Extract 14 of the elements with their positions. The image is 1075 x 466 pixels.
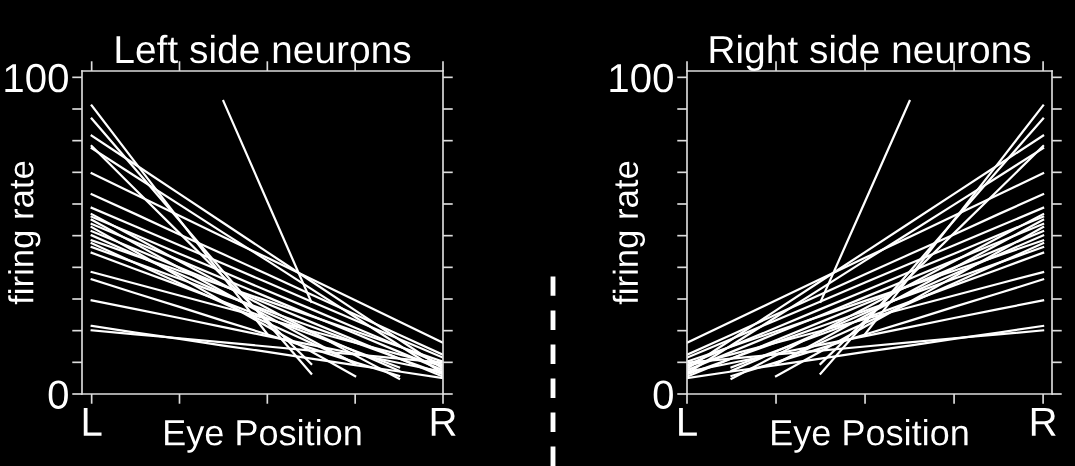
chart-title: Right side neurons bbox=[710, 34, 1031, 71]
x-tick-label: L bbox=[679, 407, 697, 436]
x-tick-label: R bbox=[431, 407, 456, 436]
chart-title: Left side neurons bbox=[116, 34, 411, 64]
y-tick-label: 0 bbox=[48, 380, 68, 409]
y-tick-label: 100 bbox=[610, 63, 673, 93]
y-axis-title: firing rate bbox=[8, 161, 41, 305]
y-axis-title: firing rate bbox=[612, 161, 646, 305]
x-axis-title: Eye Position bbox=[165, 419, 361, 453]
y-tick-label: 0 bbox=[653, 380, 673, 409]
y-tick-label: 100 bbox=[5, 63, 68, 93]
x-axis-title: Eye Position bbox=[772, 419, 968, 453]
x-tick-label: L bbox=[83, 407, 102, 436]
x-tick-label: R bbox=[1031, 407, 1056, 436]
